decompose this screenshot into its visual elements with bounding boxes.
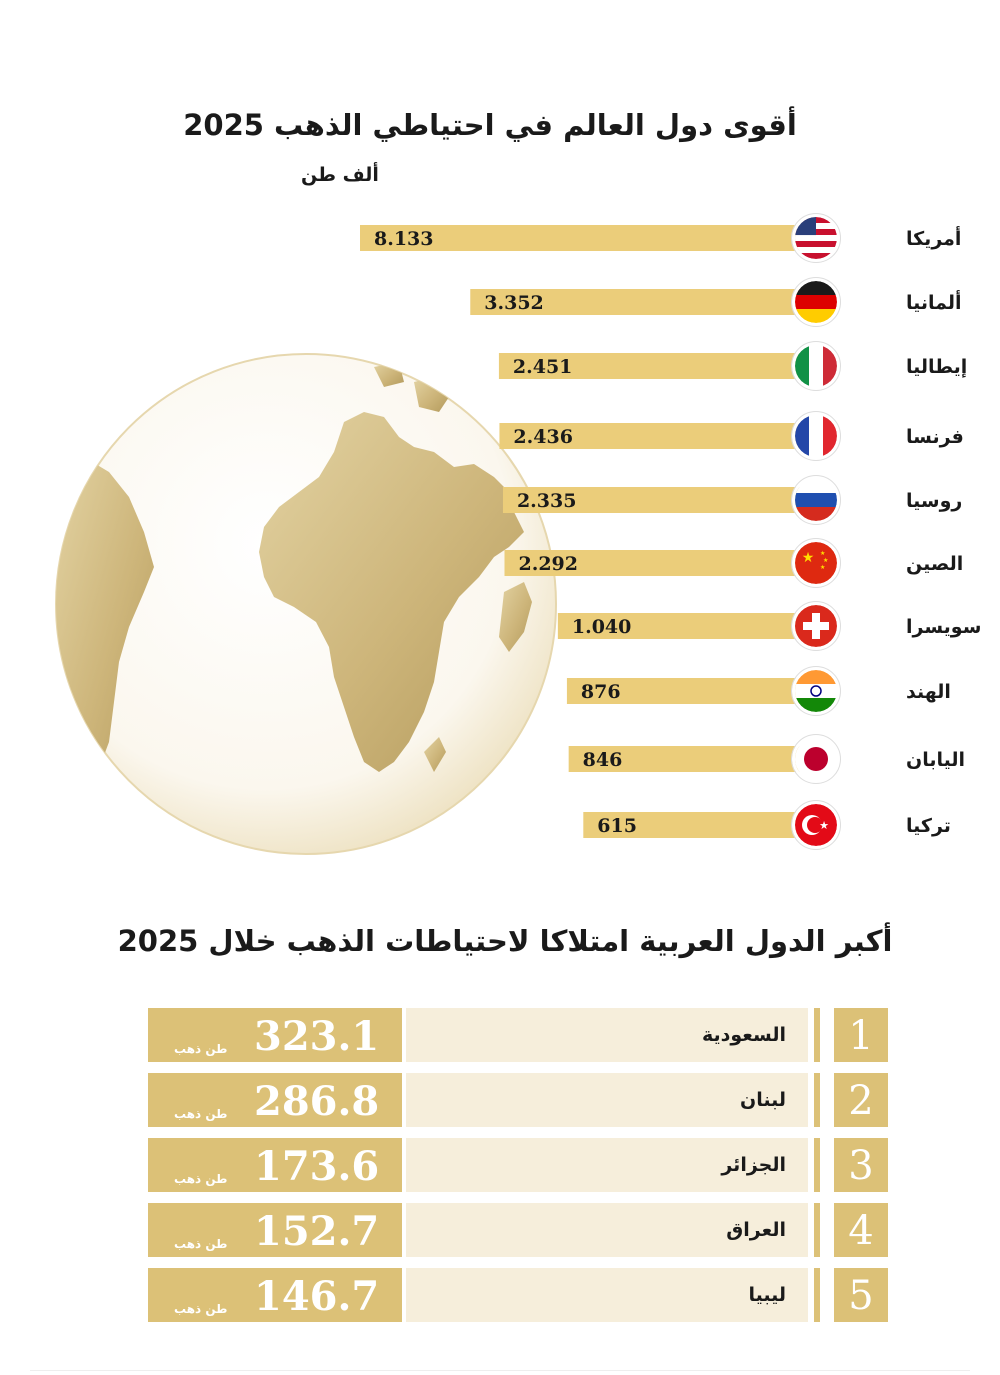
arab-gold-table: طن ذهب 323.1 السعودية 1 طن ذهب 286.8 لبنان 2 طن … <box>148 1008 888 1333</box>
bar-2 <box>498 353 800 379</box>
value-label-7: 876 <box>581 681 621 703</box>
reserve-value: 286.8 <box>254 1078 380 1125</box>
bar-5 <box>504 550 800 576</box>
country-label-1: ألمانيا <box>906 290 962 314</box>
italy-flag-icon <box>791 341 841 391</box>
bar-6 <box>557 613 800 639</box>
value-label-6: 1.040 <box>572 616 632 638</box>
country-cell: الجزائر <box>406 1138 808 1192</box>
reserve-value: 173.6 <box>254 1143 380 1190</box>
value-label-1: 3.352 <box>484 292 544 314</box>
value-unit: طن ذهب <box>174 1107 228 1121</box>
bar-7 <box>566 678 800 704</box>
value-label-5: 2.292 <box>518 553 578 575</box>
rank-number: 1 <box>834 1008 888 1062</box>
svg-text:★: ★ <box>823 557 828 564</box>
value-unit: طن ذهب <box>174 1042 228 1056</box>
bar-4 <box>502 487 800 513</box>
value-unit: طن ذهب <box>174 1237 228 1251</box>
country-name: ليبيا <box>748 1284 786 1306</box>
table-row: طن ذهب 146.7 ليبيا 5 <box>148 1268 888 1322</box>
value-label-0: 8.133 <box>374 228 434 250</box>
value-label-2: 2.451 <box>513 356 573 378</box>
bar-1 <box>470 289 800 315</box>
value-label-4: 2.335 <box>517 490 577 512</box>
svg-text:★: ★ <box>819 819 829 832</box>
russia-flag-icon <box>791 475 841 525</box>
table-row: طن ذهب 152.7 العراق 4 <box>148 1203 888 1257</box>
table-row: طن ذهب 286.8 لبنان 2 <box>148 1073 888 1127</box>
rank-number: 3 <box>834 1138 888 1192</box>
country-name: الجزائر <box>721 1154 786 1176</box>
country-name: العراق <box>726 1219 786 1241</box>
value-cell: طن ذهب 323.1 <box>148 1008 402 1062</box>
row-separator <box>814 1073 820 1127</box>
svg-text:★: ★ <box>802 550 815 566</box>
arab-table-title: أكبر الدول العربية امتلاكا لاحتياطات الذ… <box>117 924 893 958</box>
value-label-3: 2.436 <box>513 426 573 448</box>
reserve-value: 146.7 <box>254 1273 380 1320</box>
bar-9 <box>583 812 800 838</box>
country-label-0: أمريكا <box>906 226 961 250</box>
svg-text:★: ★ <box>820 564 825 571</box>
bar-3 <box>499 423 800 449</box>
country-label-6: سويسرا <box>906 616 981 638</box>
country-cell: العراق <box>406 1203 808 1257</box>
switzerland-flag-icon <box>791 601 841 651</box>
country-name: لبنان <box>740 1089 786 1111</box>
germany-flag-icon <box>791 277 841 327</box>
country-name: السعودية <box>701 1024 786 1046</box>
value-label-9: 615 <box>597 815 637 837</box>
value-cell: طن ذهب 173.6 <box>148 1138 402 1192</box>
country-label-5: الصين <box>906 553 963 575</box>
svg-text:★: ★ <box>820 550 825 557</box>
row-separator <box>814 1268 820 1322</box>
footer-divider <box>30 1370 970 1371</box>
country-label-8: اليابان <box>906 749 965 771</box>
reserve-value: 152.7 <box>254 1208 380 1255</box>
row-separator <box>814 1203 820 1257</box>
country-label-3: فرنسا <box>906 426 964 448</box>
gold-reserves-bar-chart: 8.133 أمريكا 3.352 ألمانيا 2.451 إيطاليا 2.436… <box>360 213 981 850</box>
country-label-4: روسيا <box>906 490 962 512</box>
country-label-2: إيطاليا <box>906 356 967 378</box>
row-separator <box>814 1008 820 1062</box>
value-unit: طن ذهب <box>174 1302 228 1316</box>
reserve-value: 323.1 <box>254 1013 380 1060</box>
unit-label: ألف طن <box>301 164 379 186</box>
value-cell: طن ذهب 146.7 <box>148 1268 402 1322</box>
country-label-7: الهند <box>906 681 951 703</box>
rank-number: 4 <box>834 1203 888 1257</box>
turkey-flag-icon: ★ <box>791 800 841 850</box>
value-cell: طن ذهب 286.8 <box>148 1073 402 1127</box>
value-unit: طن ذهب <box>174 1172 228 1186</box>
india-flag-icon <box>791 666 841 716</box>
table-row: طن ذهب 173.6 الجزائر 3 <box>148 1138 888 1192</box>
bar-0 <box>360 225 800 251</box>
country-cell: ليبيا <box>406 1268 808 1322</box>
value-label-8: 846 <box>583 749 623 771</box>
country-cell: السعودية <box>406 1008 808 1062</box>
rank-number: 2 <box>834 1073 888 1127</box>
country-label-9: تركيا <box>906 815 951 837</box>
table-row: طن ذهب 323.1 السعودية 1 <box>148 1008 888 1062</box>
rank-number: 5 <box>834 1268 888 1322</box>
france-flag-icon <box>791 411 841 461</box>
japan-flag-icon <box>791 734 841 784</box>
us-flag-icon <box>791 213 841 263</box>
globe-illustration <box>55 353 557 855</box>
bar-8 <box>568 746 800 772</box>
country-cell: لبنان <box>406 1073 808 1127</box>
row-separator <box>814 1138 820 1192</box>
chart-title: أقوى دول العالم في احتياطي الذهب 2025 <box>183 108 797 142</box>
china-flag-icon: ★ ★★★ <box>791 538 841 588</box>
value-cell: طن ذهب 152.7 <box>148 1203 402 1257</box>
